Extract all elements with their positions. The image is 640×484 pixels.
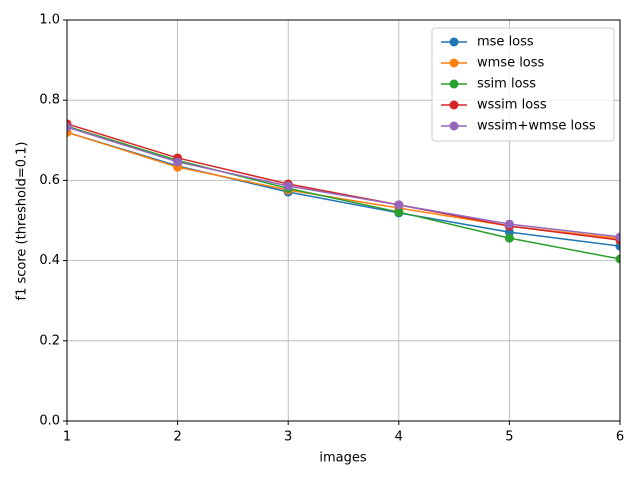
point: [394, 200, 404, 210]
point: [504, 219, 514, 229]
point: [283, 181, 293, 191]
y-tick-label: 0.8: [39, 93, 60, 108]
x-tick-label: 4: [395, 430, 403, 445]
point: [394, 207, 404, 217]
legend-label: wssim loss: [477, 98, 547, 113]
y-tick-label: 0.0: [39, 414, 60, 429]
point: [67, 122, 72, 132]
x-axis-label: images: [319, 451, 366, 466]
y-tick-label: 0.6: [39, 173, 60, 188]
y-axis-label: f1 score (threshold=0.1): [15, 142, 30, 301]
y-tick-label: 1.0: [39, 13, 60, 28]
series-line: [67, 131, 620, 247]
x-tick-label: 5: [505, 430, 513, 445]
point: [615, 254, 620, 264]
x-tick-label: 2: [173, 430, 181, 445]
legend-marker: [449, 58, 459, 68]
y-tick-label: 0.2: [39, 333, 60, 348]
plot-frame: [66, 19, 621, 422]
legend-label: wssim+wmse loss: [477, 119, 596, 134]
legend-marker: [449, 79, 459, 89]
legend-label: ssim loss: [477, 77, 536, 92]
x-tick-label: 1: [63, 430, 71, 445]
point: [615, 232, 620, 242]
legend-marker: [449, 121, 459, 131]
series-line: [67, 125, 620, 260]
x-tick-label: 6: [616, 430, 624, 445]
legend-label: wmse loss: [477, 56, 545, 71]
series-line: [67, 131, 620, 240]
y-tick-label: 0.4: [39, 253, 60, 268]
legend-label: mse loss: [477, 35, 534, 50]
point: [504, 233, 514, 243]
legend-box: [431, 27, 615, 142]
legend-marker: [449, 37, 459, 47]
legend-marker: [449, 100, 459, 110]
point: [173, 157, 183, 167]
x-tick-label: 3: [284, 430, 292, 445]
series-line: [67, 123, 620, 241]
series-line: [67, 126, 620, 238]
plot: [67, 119, 620, 264]
